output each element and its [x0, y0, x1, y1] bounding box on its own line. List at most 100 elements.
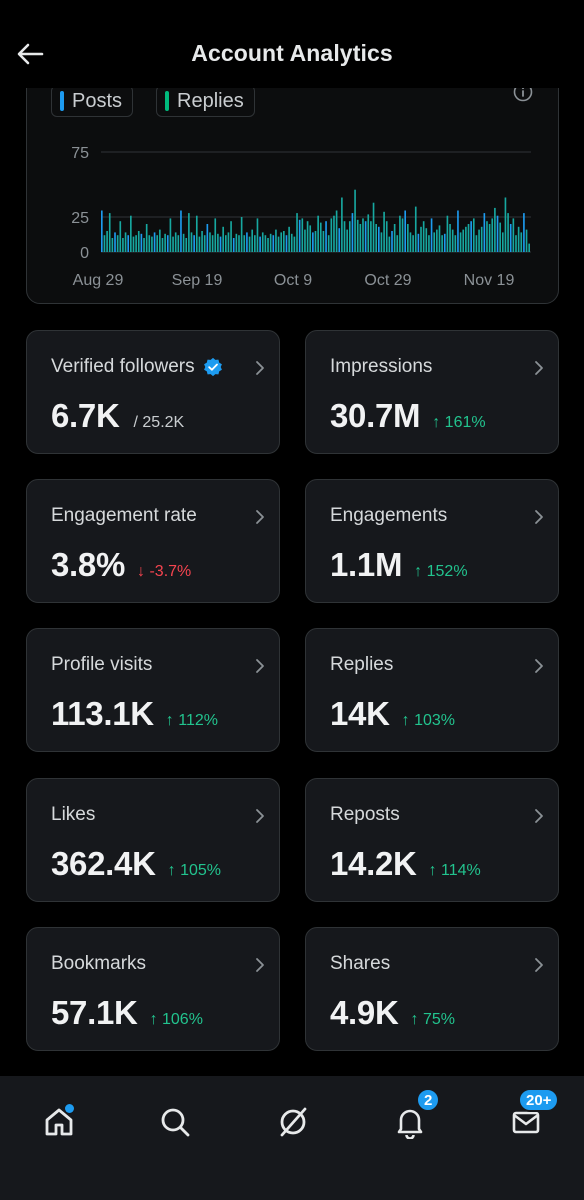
metric-change: ↑ 75%: [410, 1011, 455, 1028]
chart-bar: [451, 229, 454, 252]
chart-bar: [156, 235, 159, 252]
chart-bar: [417, 233, 420, 252]
chart-bar: [283, 231, 285, 252]
replies-swatch: [165, 91, 169, 111]
chart-bar: [501, 232, 504, 252]
x-tick-label: Sep 19: [172, 272, 223, 289]
chart-bar: [227, 232, 230, 252]
chart-bar: [259, 236, 261, 252]
metric-card-impressions[interactable]: Impressions 30.7M ↑ 161%: [305, 330, 559, 454]
chart-bar: [499, 222, 501, 252]
chart-bar: [145, 224, 148, 252]
nav-grok[interactable]: [265, 1094, 321, 1150]
chart-bar: [491, 218, 494, 252]
bell-icon: [397, 1109, 423, 1139]
chart-bar: [475, 235, 478, 252]
chart-bar: [254, 235, 256, 252]
chart-bar: [375, 224, 377, 252]
metric-value-row: 14.2K ↑ 114%: [330, 845, 481, 883]
chart-bar: [122, 238, 124, 252]
chart-bar: [190, 232, 193, 252]
metric-label-text: Verified followers: [51, 356, 195, 377]
nav-home[interactable]: [31, 1094, 87, 1150]
activity-chart-card: 75 25 0 Aug 29 Sep 19 Oct 9 Oct 29 Nov 19 Posts…: [26, 70, 559, 304]
chevron-right-icon: [535, 958, 543, 972]
metric-value: 14K: [330, 695, 390, 732]
activity-chart: 75 25 0 Aug 29 Sep 19 Oct 9 Oct 29 Nov 19: [71, 145, 531, 289]
y-tick-label: 0: [80, 245, 89, 262]
nav-notifications[interactable]: 2: [382, 1088, 441, 1150]
grok-icon: [280, 1107, 307, 1137]
chart-bar: [238, 235, 240, 252]
chart-bar: [137, 231, 140, 252]
chart-bar: [306, 221, 309, 252]
metric-label: Profile visits: [51, 654, 152, 676]
metric-label: Engagements: [330, 505, 447, 527]
metric-label-text: Reposts: [330, 804, 400, 825]
chart-bar: [446, 215, 449, 252]
metric-change: ↓ -3.7%: [137, 563, 192, 580]
metric-card-engagement-rate[interactable]: Engagement rate 3.8% ↓ -3.7%: [26, 479, 280, 603]
chart-bar: [151, 236, 153, 252]
chart-bar: [103, 235, 106, 252]
chart-bar: [235, 233, 238, 252]
metric-card-reposts[interactable]: Reposts 14.2K ↑ 114%: [305, 778, 559, 902]
chart-bar: [240, 217, 243, 252]
chart-bar: [214, 218, 217, 252]
x-tick-label: Nov 19: [464, 272, 515, 289]
chart-bar: [275, 229, 277, 252]
chart-bar: [465, 226, 467, 252]
chart-bar: [441, 235, 443, 252]
chevron-right-icon: [256, 659, 264, 673]
chart-bar: [322, 231, 325, 252]
chart-bar: [438, 225, 441, 252]
nav-messages[interactable]: 20+: [498, 1088, 560, 1150]
chart-bar: [135, 235, 137, 252]
back-button[interactable]: [14, 38, 46, 70]
chart-bar: [217, 233, 219, 252]
nav-search[interactable]: [147, 1094, 203, 1150]
chart-bar: [177, 235, 180, 252]
y-tick-label: 75: [71, 145, 89, 162]
verified-badge-icon: [203, 357, 222, 377]
chart-bar: [317, 215, 319, 252]
chart-bar: [377, 226, 380, 252]
chart-bar: [319, 222, 322, 252]
chart-bar: [449, 224, 451, 252]
metric-value-row: 1.1M ↑ 152%: [330, 546, 468, 584]
chevron-right-icon: [535, 659, 543, 673]
chart-bar: [507, 213, 509, 252]
top-bar: Account Analytics: [0, 0, 584, 88]
chart-bar: [528, 243, 530, 252]
metric-card-bookmarks[interactable]: Bookmarks 57.1K ↑ 106%: [26, 927, 280, 1051]
metric-change: ↑ 106%: [149, 1011, 203, 1028]
chart-bar: [470, 221, 472, 252]
chart-bar: [509, 224, 512, 252]
chevron-right-icon: [535, 361, 543, 375]
metric-value-row: 6.7K / 25.2K: [51, 397, 184, 435]
x-tick-label: Aug 29: [73, 272, 124, 289]
metric-total: / 25.2K: [133, 414, 185, 431]
chart-bar: [346, 229, 348, 252]
metric-card-engagements[interactable]: Engagements 1.1M ↑ 152%: [305, 479, 559, 603]
metric-card-likes[interactable]: Likes 362.4K ↑ 105%: [26, 778, 280, 902]
chart-bar: [436, 229, 438, 252]
chart-bar: [264, 235, 267, 252]
chart-bar: [430, 218, 433, 252]
legend-replies-label: Replies: [177, 89, 244, 112]
metric-card-profile-visits[interactable]: Profile visits 113.1K ↑ 112%: [26, 628, 280, 752]
metric-label: Impressions: [330, 356, 432, 378]
metric-card-replies[interactable]: Replies 14K ↑ 103%: [305, 628, 559, 752]
chart-bar: [198, 236, 201, 252]
metric-value: 6.7K: [51, 397, 120, 434]
chart-bar: [488, 224, 491, 252]
x-tick-label: Oct 9: [274, 272, 312, 289]
chart-bar: [182, 233, 185, 252]
legend-posts[interactable]: Posts: [51, 85, 134, 117]
metric-card-shares[interactable]: Shares 4.9K ↑ 75%: [305, 927, 559, 1051]
metric-card-verified-followers[interactable]: Verified followers 6.7K / 25.2K: [26, 330, 280, 454]
chart-bar: [486, 221, 488, 252]
metric-label: Engagement rate: [51, 505, 197, 527]
chart-bar: [393, 224, 396, 252]
legend-replies[interactable]: Replies: [156, 85, 255, 117]
